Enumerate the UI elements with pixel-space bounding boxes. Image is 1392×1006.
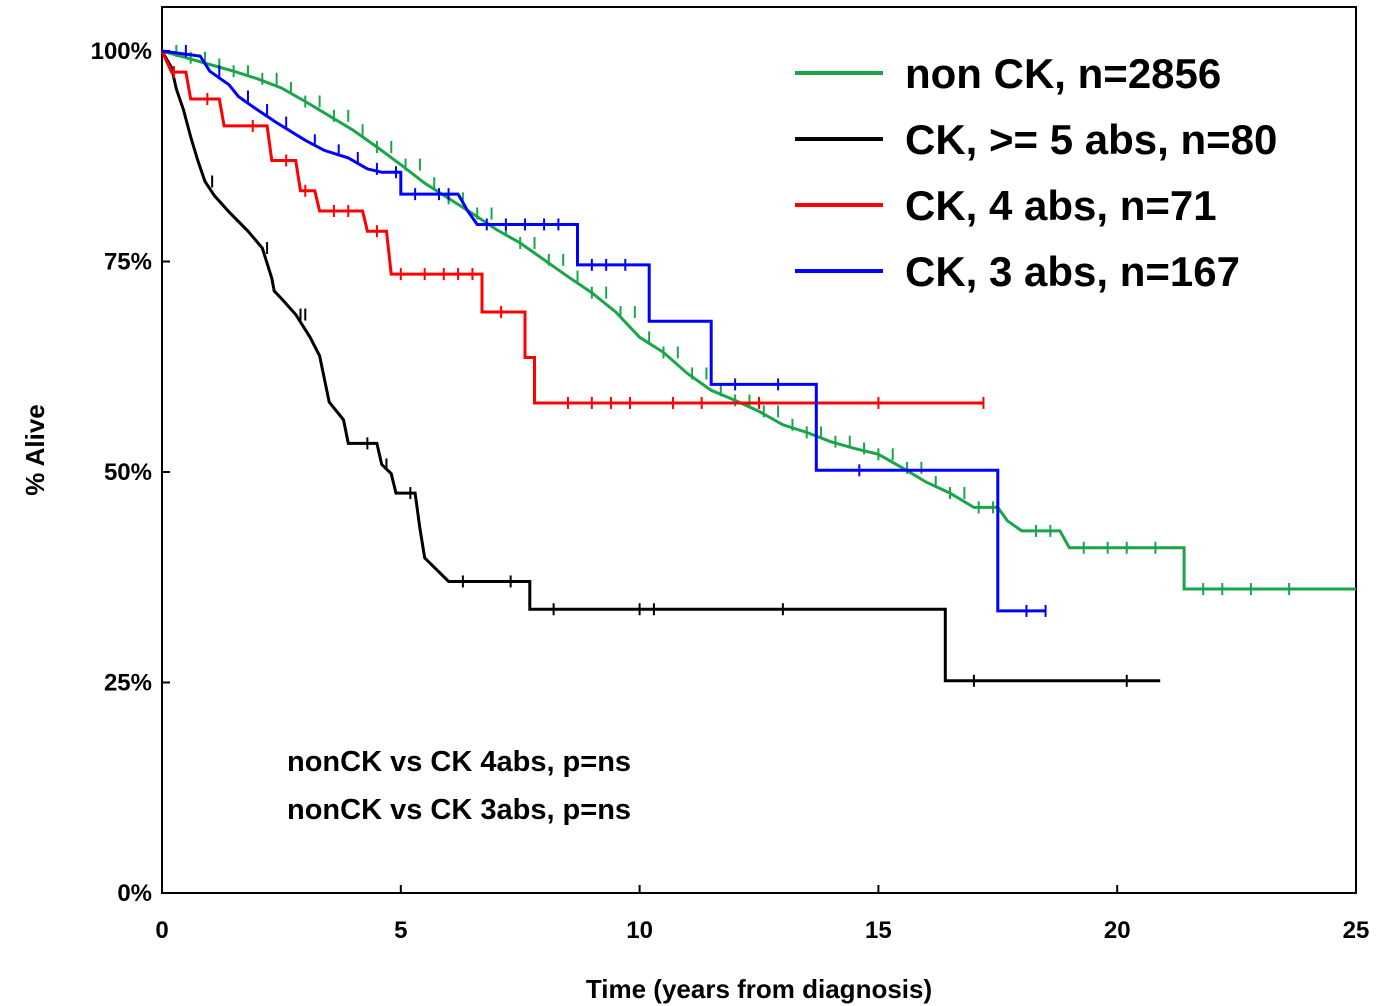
y-tick-label: 100% <box>91 38 152 65</box>
x-tick-label: 10 <box>626 917 653 944</box>
series-3 <box>161 45 1047 617</box>
legend: non CK, n=2856 CK, >= 5 abs, n=80 CK, 4 ab… <box>795 50 1277 295</box>
y-axis-ticks: 0% 25% 50% 75% 100% <box>91 38 170 907</box>
legend-label: non CK, n=2856 <box>905 50 1221 97</box>
x-tick-label: 5 <box>394 917 407 944</box>
y-tick-label: 0% <box>117 880 152 907</box>
y-tick-label: 50% <box>104 459 152 486</box>
x-tick-label: 25 <box>1343 917 1370 944</box>
x-tick-label: 20 <box>1104 917 1131 944</box>
y-tick-label: 75% <box>104 249 152 276</box>
series-line <box>160 50 1161 683</box>
y-axis-title: % Alive <box>20 404 50 496</box>
legend-label: CK, 4 abs, n=71 <box>905 182 1217 229</box>
y-tick-label: 25% <box>104 670 152 697</box>
series-line <box>161 49 1046 613</box>
annotation-line-2: nonCK vs CK 3abs, p=ns <box>287 794 631 826</box>
series-line <box>160 50 984 405</box>
annotation-line-1: nonCK vs CK 4abs, p=ns <box>287 746 631 778</box>
legend-label: CK, 3 abs, n=167 <box>905 248 1240 295</box>
x-axis-ticks: 0 5 10 15 20 25 <box>155 885 1369 944</box>
series-2 <box>160 50 985 409</box>
x-tick-label: 15 <box>865 917 892 944</box>
legend-label: CK, >= 5 abs, n=80 <box>905 116 1277 163</box>
plot-frame <box>161 6 1357 894</box>
series-1 <box>160 50 1161 687</box>
x-tick-label: 0 <box>155 917 168 944</box>
x-axis-title: Time (years from diagnosis) <box>586 974 932 1004</box>
series-layer <box>160 45 1356 687</box>
